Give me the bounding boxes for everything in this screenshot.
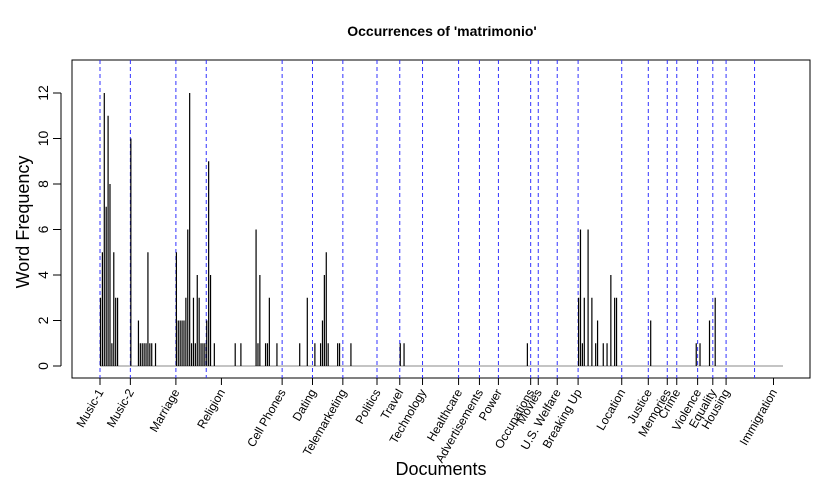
category-separators	[99, 60, 756, 378]
x-tick-label: Immigration	[737, 387, 780, 448]
y-tick-label: 10	[35, 131, 51, 147]
y-axis-label: Word Frequency	[13, 156, 33, 289]
y-tick-label: 12	[35, 85, 51, 101]
x-tick-label: Religion	[194, 387, 228, 432]
y-tick-label: 4	[35, 271, 51, 279]
x-axis-label: Documents	[395, 459, 486, 479]
y-tick-label: 8	[35, 180, 51, 188]
y-tick-label: 6	[35, 225, 51, 233]
y-tick-label: 0	[35, 362, 51, 370]
x-tick-label: Politics	[352, 387, 383, 427]
bars	[99, 93, 716, 366]
y-tick-label: 2	[35, 316, 51, 324]
x-tick-label: Music-2	[104, 386, 137, 430]
chart-title: Occurrences of 'matrimonio'	[347, 23, 537, 39]
y-ticks: 0 2 4 6 8 10 12	[35, 85, 61, 370]
x-tick-label: Cell Phones	[244, 387, 288, 450]
x-tick-label: Music-1	[73, 386, 106, 430]
plot-frame	[71, 59, 811, 379]
x-tick-label: Dating	[290, 387, 319, 424]
x-tick-label: Marriage	[147, 386, 183, 434]
x-tick-label: Location	[594, 387, 629, 433]
